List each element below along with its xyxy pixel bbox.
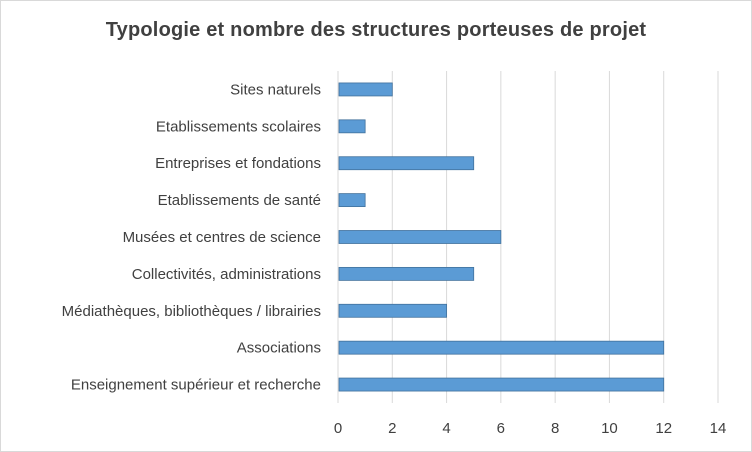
x-tick-label: 10 bbox=[601, 420, 618, 437]
x-tick-label: 14 bbox=[710, 420, 727, 437]
x-tick-label: 0 bbox=[334, 420, 342, 437]
bar bbox=[338, 119, 366, 134]
x-axis-ticks: 0 2 4 6 8 10 12 14 bbox=[334, 420, 727, 437]
bar bbox=[338, 193, 366, 208]
category-label: Enseignement supérieur et recherche bbox=[71, 377, 321, 394]
category-label: Sites naturels bbox=[230, 81, 321, 98]
bar bbox=[338, 266, 475, 281]
category-label: Entreprises et fondations bbox=[155, 155, 321, 172]
category-labels: Sites naturels Etablissements scolaires En… bbox=[62, 81, 321, 393]
bar bbox=[338, 82, 393, 97]
category-label: Collectivités, administrations bbox=[132, 266, 321, 283]
category-label: Etablissements de santé bbox=[158, 192, 321, 209]
category-label: Musées et centres de science bbox=[123, 229, 321, 246]
bar bbox=[338, 230, 502, 244]
category-label: Etablissements scolaires bbox=[156, 118, 321, 135]
chart-title: Typologie et nombre des structures porte… bbox=[105, 19, 647, 41]
x-tick-label: 6 bbox=[497, 420, 505, 437]
bars bbox=[338, 82, 665, 392]
x-tick-label: 2 bbox=[388, 420, 396, 437]
x-tick-label: 4 bbox=[442, 420, 450, 437]
x-tick-label: 12 bbox=[655, 420, 672, 437]
x-tick-label: 8 bbox=[551, 420, 559, 437]
category-label: Associations bbox=[237, 340, 321, 357]
bar bbox=[338, 340, 665, 355]
category-label: Médiathèques, bibliothèques / librairies bbox=[62, 303, 321, 320]
bar bbox=[338, 303, 447, 318]
bar bbox=[338, 156, 475, 171]
bar bbox=[338, 377, 665, 392]
